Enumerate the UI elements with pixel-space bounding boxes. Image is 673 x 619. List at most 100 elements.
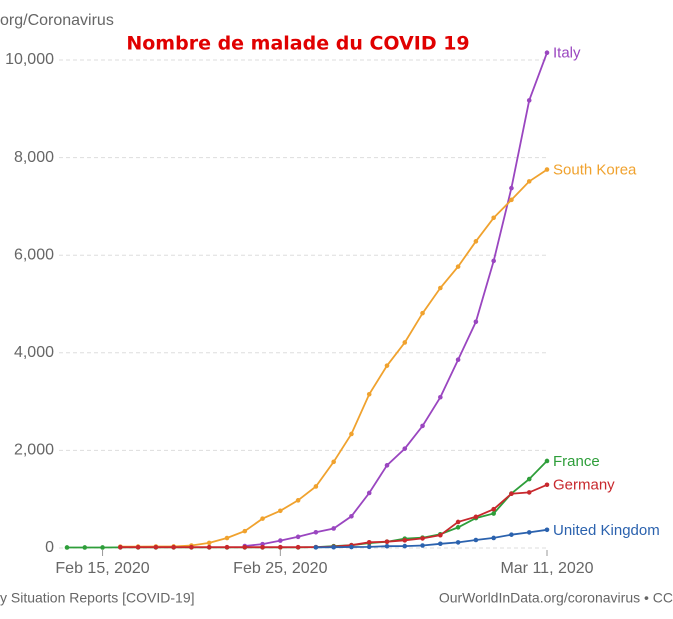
point (189, 544, 194, 550)
point (278, 544, 283, 550)
series-label: South Korea (553, 162, 637, 179)
point (438, 394, 443, 400)
point (544, 50, 550, 56)
point (384, 543, 390, 549)
series-line (315, 528, 548, 549)
point (260, 516, 265, 521)
point (384, 463, 390, 468)
series-line (120, 168, 548, 548)
point (402, 538, 408, 543)
point (349, 513, 354, 519)
point (420, 310, 425, 316)
point (473, 239, 479, 244)
point (455, 525, 461, 530)
point (526, 490, 532, 495)
y-tick-label: 8,000 (14, 149, 54, 166)
point (420, 423, 425, 429)
point (455, 357, 461, 363)
point (153, 544, 159, 550)
point (473, 319, 479, 325)
point (473, 514, 479, 520)
point (224, 544, 230, 550)
point (544, 527, 550, 533)
point (473, 537, 479, 543)
point (526, 98, 532, 103)
point (242, 544, 248, 550)
point (260, 544, 265, 550)
point (526, 179, 532, 184)
point (402, 446, 408, 451)
x-tick-label: Mar 11, 2020 (500, 560, 593, 577)
point (402, 340, 408, 345)
point (438, 541, 443, 547)
y-tick-label: 10,000 (5, 51, 54, 68)
series-label: France (553, 453, 600, 470)
point (384, 539, 390, 545)
point (526, 530, 532, 535)
point (331, 544, 336, 550)
point (491, 535, 496, 541)
point (544, 458, 550, 464)
point (349, 544, 354, 550)
point (64, 545, 70, 550)
chart-title: Nombre de malade du COVID 19 (126, 33, 469, 55)
point (491, 511, 496, 516)
y-tick-label: 0 (45, 539, 54, 556)
point (331, 459, 336, 465)
point (295, 534, 301, 540)
point (420, 536, 425, 541)
point (455, 264, 461, 269)
point (135, 544, 141, 550)
point (509, 532, 514, 537)
point (278, 538, 283, 543)
point (224, 535, 230, 541)
series-label: United Kingdom (553, 522, 660, 539)
point (438, 285, 443, 291)
point (455, 540, 461, 545)
point (384, 363, 390, 368)
point (402, 543, 408, 549)
point (509, 185, 514, 191)
series-line (244, 52, 548, 547)
point (509, 197, 514, 203)
x-tick-label: Feb 15, 2020 (55, 560, 149, 577)
point (100, 545, 105, 550)
credit: OurWorldInData.org/coronavirus • CC (439, 590, 673, 606)
source: y Situation Reports [COVID-19] (0, 590, 195, 606)
point (331, 526, 336, 531)
point (526, 476, 532, 482)
x-tick-label: Feb 25, 2020 (233, 560, 327, 577)
y-tick-label: 4,000 (14, 344, 54, 361)
point (366, 544, 372, 550)
point (491, 506, 496, 512)
point (366, 490, 372, 496)
point (82, 545, 88, 550)
point (295, 544, 301, 550)
series-label: Italy (553, 45, 581, 62)
point (278, 508, 283, 514)
point (491, 215, 496, 221)
point (313, 484, 319, 489)
point (313, 545, 319, 550)
point (455, 519, 461, 525)
point (509, 491, 514, 497)
point (491, 258, 496, 264)
point (206, 540, 212, 546)
point (206, 544, 212, 550)
point (544, 167, 550, 172)
y-tick-label: 2,000 (14, 442, 54, 459)
point (349, 431, 354, 437)
point (242, 528, 248, 534)
point (438, 532, 443, 538)
point (544, 482, 550, 488)
subtitle: org/Coronavirus (0, 12, 114, 29)
point (420, 543, 425, 548)
point (313, 529, 319, 535)
point (366, 539, 372, 545)
point (118, 544, 123, 550)
point (171, 544, 176, 550)
point (366, 391, 372, 397)
series-label: Germany (553, 477, 615, 494)
point (295, 498, 301, 503)
